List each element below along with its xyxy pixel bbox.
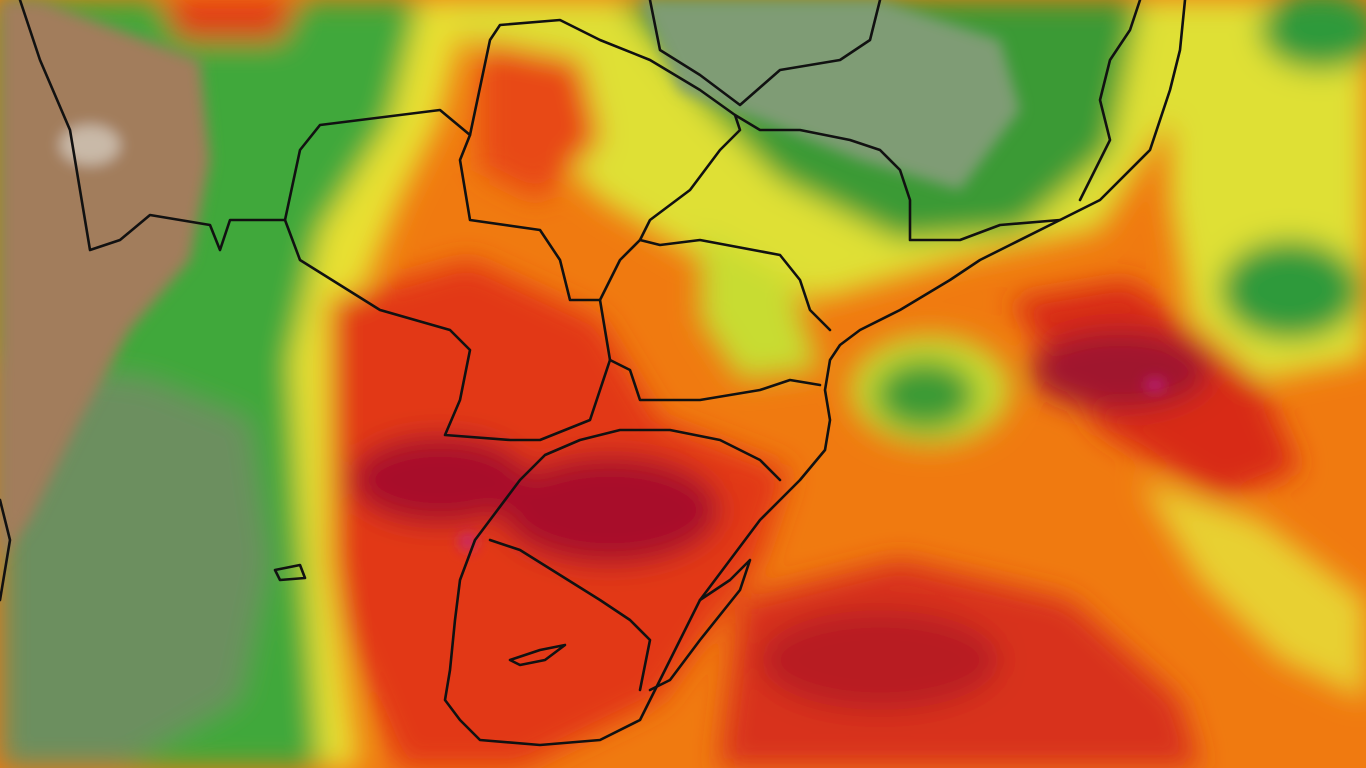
red-core-north: [480, 40, 600, 200]
andes-brown: [0, 0, 210, 560]
border-north: [18, 0, 832, 332]
dark-red-cell-3: [1030, 330, 1210, 410]
green-cell-east: [1220, 240, 1360, 340]
dark-red-cell-1: [350, 435, 530, 525]
lake-south: [508, 643, 567, 667]
borders: [0, 0, 1187, 747]
border-paraguay: [283, 218, 612, 442]
border-goias: [648, 0, 882, 107]
dark-red-cell-2: [500, 455, 720, 565]
red-core-northwest: [160, 0, 300, 40]
border-uruguay: [488, 538, 652, 692]
border-coast-rs: [443, 218, 1062, 747]
border-ms: [468, 18, 742, 242]
land-gray-green: [0, 360, 270, 768]
magenta-cell-east: [1145, 379, 1165, 391]
border-mg: [733, 0, 1187, 242]
yellow-green-coast: [700, 230, 820, 380]
satellite-land: [0, 0, 1165, 560]
border-es: [1078, 0, 1142, 202]
satellite-northeast: [640, 0, 1020, 190]
green-cell-offshore: [875, 360, 975, 430]
border-pr-sc: [608, 358, 822, 402]
border-chile: [0, 498, 12, 602]
dark-red-cell-4: [760, 610, 1000, 710]
lagoa-dos-patos: [648, 558, 752, 692]
green-cell-northeast: [1260, 0, 1366, 70]
lake-west: [273, 563, 307, 582]
yellow-streak-southeast: [1140, 480, 1366, 700]
